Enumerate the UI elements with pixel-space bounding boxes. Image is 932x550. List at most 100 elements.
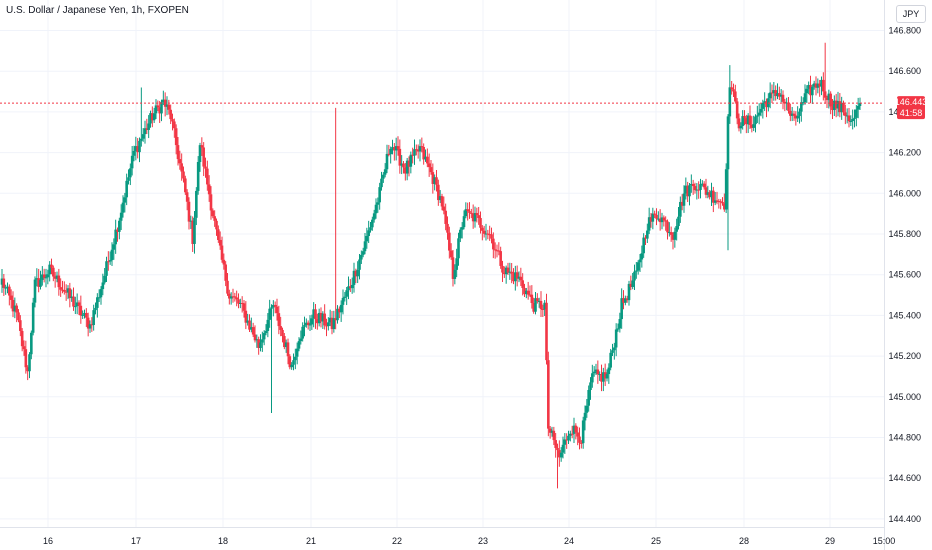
candle-body (152, 113, 156, 121)
candle-body (677, 216, 680, 227)
candle-body (823, 91, 827, 98)
candle-body (101, 282, 105, 290)
candle-body (20, 330, 24, 347)
candle-body (176, 145, 180, 160)
candle-body (585, 405, 589, 413)
candle-body (13, 305, 17, 312)
candle-body (724, 169, 728, 210)
candle-body (361, 251, 365, 255)
candles (0, 42, 862, 489)
candle-body (481, 227, 484, 231)
candle-body (684, 185, 688, 194)
candle-body (719, 201, 722, 203)
candle-body (829, 93, 832, 107)
x-tick-label: 21 (306, 536, 316, 546)
candle-body (343, 296, 347, 298)
x-tick-label: 24 (564, 536, 574, 546)
candle-body (358, 259, 361, 270)
candle-body (427, 163, 431, 168)
candle-body (484, 233, 488, 235)
currency-button[interactable]: JPY (896, 5, 926, 23)
candle-body (840, 102, 843, 113)
candle-body (690, 183, 693, 186)
candle-body (800, 102, 803, 112)
candle-body (338, 308, 341, 313)
candle-body (310, 318, 314, 325)
candle-body (816, 83, 820, 88)
candle-body (198, 145, 202, 163)
candle-body (30, 332, 33, 355)
candle-body (497, 250, 501, 252)
candle-body (259, 342, 262, 348)
candle-body (666, 221, 669, 233)
candle-body (455, 258, 458, 270)
candle-body (781, 94, 785, 102)
x-tick-label: 23 (478, 536, 488, 546)
candle-body (686, 185, 689, 197)
candle-body (130, 155, 134, 169)
x-tick-label: 25 (651, 536, 661, 546)
candle-body (636, 262, 640, 271)
candle-body (92, 310, 95, 326)
candle-body (790, 113, 794, 116)
candle-body (519, 276, 523, 281)
candle-body (336, 308, 339, 321)
x-tick-label: 15:00 (873, 536, 896, 546)
candle-body (385, 153, 389, 170)
candle-body (174, 128, 178, 146)
candle-body (732, 89, 735, 92)
candle-body (81, 314, 84, 316)
candle-body (521, 280, 524, 288)
candle-body (165, 104, 169, 107)
candle-body (275, 306, 279, 314)
candle-body (17, 312, 20, 321)
candle-body (206, 168, 209, 185)
candle-body (86, 317, 90, 329)
candle-body (756, 115, 759, 117)
candle-body (8, 286, 11, 296)
candle-body (431, 172, 435, 184)
y-tick-label: 146.800 (888, 26, 921, 36)
y-tick-label: 145.400 (888, 310, 921, 320)
candle-body (292, 360, 295, 365)
candle-body (552, 430, 556, 441)
candle-body (394, 146, 398, 151)
candle-body (64, 291, 68, 293)
candle-body (466, 209, 469, 212)
candle-body (94, 307, 97, 311)
candle-body (811, 86, 814, 96)
candle-body (74, 306, 77, 308)
candle-body (404, 167, 407, 174)
candle-body (743, 116, 746, 119)
candle-body (141, 134, 145, 139)
candle-body (499, 251, 502, 266)
candle-body (303, 325, 306, 327)
candle-body (250, 327, 253, 330)
candle-body (851, 118, 854, 122)
candle-body (129, 168, 132, 178)
candle-body (778, 93, 781, 97)
candle-body (273, 304, 277, 307)
candle-body (420, 146, 424, 148)
y-tick-label: 146.000 (888, 188, 921, 198)
candle-body (759, 108, 763, 113)
candle-body (229, 296, 233, 299)
candle-body (457, 238, 460, 259)
candle-body (735, 101, 739, 119)
candle-body (603, 372, 607, 379)
candle-body (422, 146, 425, 160)
candle-body (312, 309, 315, 319)
candle-body (290, 364, 293, 368)
candle-body (536, 298, 539, 301)
candle-body (321, 313, 325, 322)
candle-body (405, 160, 409, 174)
candle-body (261, 339, 264, 343)
candle-body (363, 241, 367, 252)
candle-body (712, 190, 715, 203)
candle-body (248, 320, 251, 330)
candle-body (695, 189, 699, 191)
time-axis[interactable]: 16 17 18 21 22 23 24 25 28 29 15:00 (43, 536, 895, 546)
candle-body (319, 312, 323, 322)
candle-body (202, 147, 205, 167)
